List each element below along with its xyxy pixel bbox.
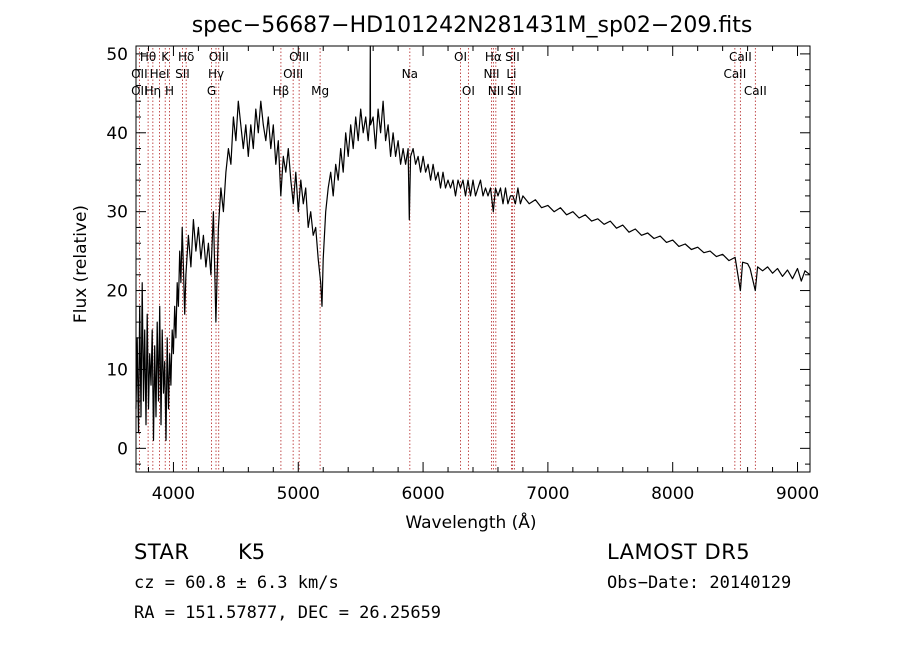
line-marker-label: CaII <box>723 67 746 81</box>
line-marker-label: SII <box>175 67 190 81</box>
line-marker-label: SII <box>505 50 520 64</box>
x-tick-label: 6000 <box>401 484 444 504</box>
line-marker-label: NII <box>483 67 499 81</box>
x-tick-label: 9000 <box>776 484 819 504</box>
line-marker-label: Li <box>506 67 516 81</box>
plot-frame <box>135 45 811 473</box>
line-markers <box>138 48 756 472</box>
y-tick-label: 10 <box>106 360 128 380</box>
line-marker-label: Hθ <box>140 50 156 64</box>
observation-date: Obs−Date: 20140129 <box>607 573 792 593</box>
line-marker-label: OIII <box>209 50 229 64</box>
object-subclass: K5 <box>238 540 266 564</box>
x-tick-label: 7000 <box>526 484 569 504</box>
y-tick-label: 0 <box>117 439 128 459</box>
line-marker-label: OIII <box>289 50 309 64</box>
line-marker-label: Mg <box>311 84 329 98</box>
line-marker-label: H <box>165 84 174 98</box>
x-tick-label: 8000 <box>651 484 694 504</box>
line-marker-label: OI <box>462 84 475 98</box>
y-axis-ticks: 0 10 20 30 40 50 <box>106 45 810 465</box>
line-marker-label: NII <box>488 84 504 98</box>
y-tick-label: 40 <box>106 124 128 144</box>
chart-title: spec−56687−HD101242N281431M_sp02−209.fit… <box>192 13 753 38</box>
line-marker-label: Na <box>402 67 418 81</box>
redshift-velocity: cz = 60.8 ± 6.3 km/s <box>134 573 339 593</box>
line-marker-label: OII <box>131 67 148 81</box>
line-marker-label: CaII <box>729 50 752 64</box>
x-axis-ticks: 4000 5000 6000 7000 8000 9000 <box>147 46 819 504</box>
line-marker-label: Hγ <box>208 67 224 81</box>
y-tick-label: 50 <box>106 45 128 65</box>
x-axis-label: Wavelength (Å) <box>405 511 536 533</box>
line-marker-label: OIII <box>283 67 303 81</box>
y-tick-label: 30 <box>106 203 128 223</box>
object-class: STAR <box>134 540 190 564</box>
survey-name: LAMOST DR5 <box>607 540 751 564</box>
y-axis-label: Flux (relative) <box>71 205 91 323</box>
line-marker-label: HeI <box>150 67 170 81</box>
line-marker-label: Hδ <box>178 50 194 64</box>
spectrum-series-line <box>135 45 811 441</box>
y-tick-label: 20 <box>106 282 128 302</box>
line-marker-label: G <box>207 84 216 98</box>
line-marker-label: OII <box>131 84 148 98</box>
line-marker-label: CaII <box>744 84 767 98</box>
line-marker-label: Hη <box>145 84 162 98</box>
line-marker-label: K <box>161 50 170 64</box>
line-marker-label: Hα <box>485 50 502 64</box>
line-marker-label: Hβ <box>273 84 290 98</box>
line-marker-label: OI <box>454 50 467 64</box>
ra-dec-coordinates: RA = 151.57877, DEC = 26.25659 <box>134 603 442 623</box>
x-tick-label: 4000 <box>152 484 195 504</box>
line-marker-label: SII <box>507 84 522 98</box>
x-tick-label: 5000 <box>277 484 320 504</box>
